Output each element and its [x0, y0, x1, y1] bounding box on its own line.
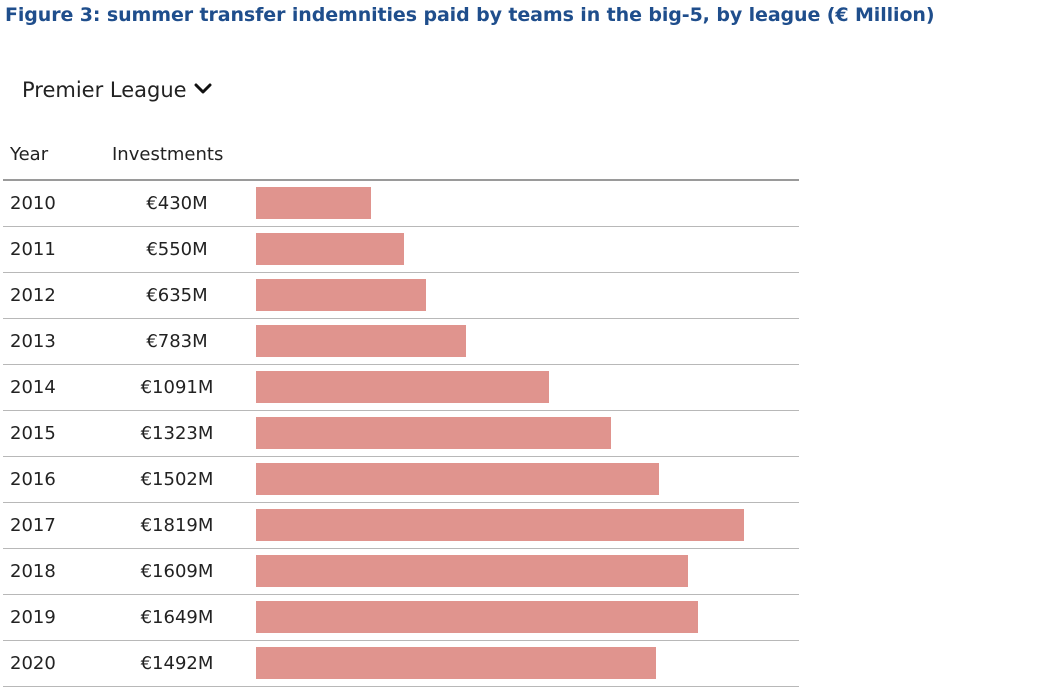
investment-value-label: €1649M — [140, 607, 214, 628]
table-row: 2014 €1091M — [3, 365, 799, 411]
investment-bar — [256, 279, 426, 311]
year-label: 2020 — [10, 653, 56, 674]
year-label: 2018 — [10, 561, 56, 582]
table-row: 2016 €1502M — [3, 457, 799, 503]
investment-value-label: €1502M — [140, 469, 214, 490]
investment-bar — [256, 233, 404, 265]
investment-value-label: €1323M — [140, 423, 214, 444]
investment-value-label: €1819M — [140, 515, 214, 536]
table-row: 2017 €1819M — [3, 503, 799, 549]
header-divider — [3, 179, 799, 181]
investment-value-label: €783M — [146, 331, 208, 352]
table-row: 2012 €635M — [3, 273, 799, 319]
table-row: 2013 €783M — [3, 319, 799, 365]
year-label: 2014 — [10, 377, 56, 398]
table-row: 2011 €550M — [3, 227, 799, 273]
investment-value-label: €1091M — [140, 377, 214, 398]
investment-value-label: €550M — [146, 239, 208, 260]
table-row: 2019 €1649M — [3, 595, 799, 641]
table-row: 2015 €1323M — [3, 411, 799, 457]
chart-title: Figure 3: summer transfer indemnities pa… — [5, 4, 935, 26]
year-label: 2017 — [10, 515, 56, 536]
investment-table-body: 2010 €430M 2011 €550M 2012 €635M 2013 €783M 2014… — [3, 181, 799, 687]
year-label: 2010 — [10, 193, 56, 214]
investment-bar — [256, 463, 659, 495]
investment-bar — [256, 647, 656, 679]
year-label: 2013 — [10, 331, 56, 352]
table-row: 2018 €1609M — [3, 549, 799, 595]
column-header-year: Year — [10, 144, 49, 165]
investment-bar — [256, 601, 698, 633]
table-row: 2010 €430M — [3, 181, 799, 227]
league-dropdown-label: Premier League — [22, 78, 187, 102]
investment-bar — [256, 417, 611, 449]
investment-bar — [256, 509, 744, 541]
table-row: 2020 €1492M — [3, 641, 799, 687]
year-label: 2012 — [10, 285, 56, 306]
league-dropdown[interactable]: Premier League — [22, 74, 212, 106]
year-label: 2016 — [10, 469, 56, 490]
investment-value-label: €430M — [146, 193, 208, 214]
year-label: 2019 — [10, 607, 56, 628]
year-label: 2011 — [10, 239, 56, 260]
year-label: 2015 — [10, 423, 56, 444]
investment-bar — [256, 187, 371, 219]
chevron-down-icon — [194, 80, 212, 99]
investment-value-label: €1492M — [140, 653, 214, 674]
investment-value-label: €635M — [146, 285, 208, 306]
investment-bar — [256, 325, 466, 357]
investment-bar — [256, 371, 549, 403]
column-header-investments: Investments — [112, 144, 224, 165]
investment-bar — [256, 555, 688, 587]
investment-value-label: €1609M — [140, 561, 214, 582]
